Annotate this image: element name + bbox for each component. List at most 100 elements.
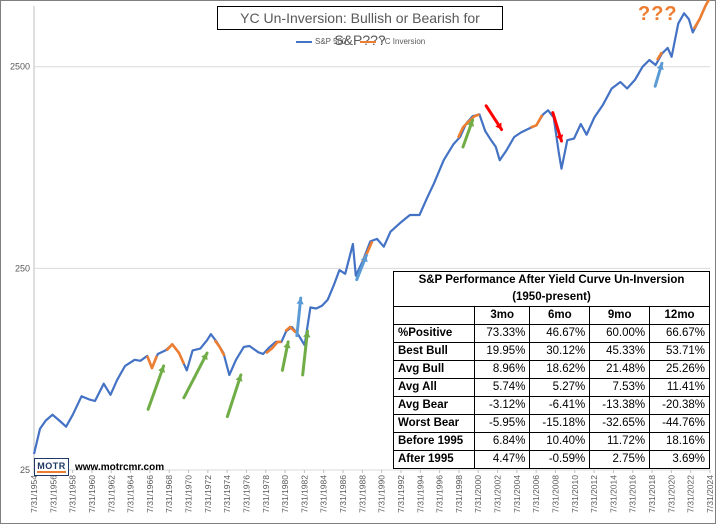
x-tick-label: 7/31/2002 bbox=[493, 475, 503, 513]
table-row: Best Bull 19.95% 30.12% 45.33% 53.71% bbox=[393, 342, 710, 361]
table-row: Avg Bull 8.96% 18.62% 21.48% 25.26% bbox=[393, 360, 710, 379]
table-cell: 45.33% bbox=[589, 342, 651, 361]
x-tick-label: 7/31/1980 bbox=[280, 475, 290, 513]
yc-inversion-segment bbox=[165, 342, 186, 365]
table-cell: 7.53% bbox=[589, 378, 651, 397]
x-tick-label: 7/31/1998 bbox=[454, 475, 464, 513]
row-label: Before 1995 bbox=[393, 432, 475, 451]
row-label: Avg All bbox=[393, 378, 475, 397]
x-tick-label: 7/31/1994 bbox=[415, 475, 425, 513]
x-tick-label: 7/31/1964 bbox=[126, 475, 136, 513]
table-cell: 11.72% bbox=[589, 432, 651, 451]
x-tick-label: 7/31/2000 bbox=[473, 475, 483, 513]
arrow-shaft bbox=[225, 373, 243, 419]
motr-logo-mark: MOTR bbox=[34, 458, 69, 476]
yc-inversion-segment bbox=[213, 339, 226, 357]
x-tick-label: 7/31/2012 bbox=[589, 475, 599, 513]
x-tick-label: 7/31/2010 bbox=[570, 475, 580, 513]
arrow-head bbox=[296, 298, 304, 305]
x-tick-label: 7/31/1970 bbox=[184, 475, 194, 513]
column-header bbox=[393, 306, 475, 325]
question-marks-annotation: ??? bbox=[638, 3, 678, 25]
blue-arrow bbox=[355, 253, 368, 282]
x-tick-label: 7/31/1982 bbox=[299, 475, 309, 513]
table-cell: -32.65% bbox=[589, 414, 651, 433]
y-tick-label: 250 bbox=[15, 263, 30, 273]
table-cell: 5.27% bbox=[529, 378, 591, 397]
table-cell: 2.75% bbox=[589, 450, 651, 469]
table-cell: 11.41% bbox=[649, 378, 710, 397]
x-axis-ticks: 7/31/1954 7/31/1956 7/31/1958 7/31/1960 7/31… bbox=[29, 470, 715, 513]
row-label: %Positive bbox=[393, 324, 475, 343]
green-arrow bbox=[461, 118, 475, 149]
x-tick-label: 7/31/2006 bbox=[531, 475, 541, 513]
yc-inversion-segment bbox=[145, 355, 159, 370]
x-tick-label: 7/31/1986 bbox=[338, 475, 348, 513]
y-tick-label: 2500 bbox=[10, 62, 30, 72]
arrow-head bbox=[467, 120, 475, 127]
x-tick-label: 7/31/1988 bbox=[357, 475, 367, 513]
y-tick-label: 25 bbox=[20, 465, 30, 475]
x-tick-label: 7/31/1978 bbox=[261, 475, 271, 513]
row-label: Avg Bull bbox=[393, 360, 475, 379]
table-cell: -15.18% bbox=[529, 414, 591, 433]
table-row: Avg All 5.74% 5.27% 7.53% 11.41% bbox=[393, 378, 710, 397]
arrow-shaft bbox=[182, 351, 209, 400]
legend-label-yc-inversion: YC Inversion bbox=[379, 37, 426, 46]
x-tick-label: 7/31/1962 bbox=[106, 475, 116, 513]
red-arrow bbox=[484, 104, 504, 132]
column-header: 3mo bbox=[473, 306, 531, 325]
table-caption-row: S&P Performance After Yield Curve Un-Inv… bbox=[393, 271, 710, 289]
row-label: Best Bull bbox=[393, 342, 475, 361]
column-header: 12mo bbox=[649, 306, 710, 325]
table-cell: 5.74% bbox=[473, 378, 531, 397]
x-tick-label: 7/31/1966 bbox=[145, 475, 155, 513]
x-tick-label: 7/31/1990 bbox=[377, 475, 387, 513]
arrow-head bbox=[360, 255, 368, 263]
green-arrow bbox=[280, 340, 291, 372]
table-row: Avg Bear -3.12% -6.41% -13.38% -20.38% bbox=[393, 396, 710, 415]
green-arrow bbox=[182, 351, 209, 400]
logo-accent-bar bbox=[37, 471, 66, 473]
red-arrow bbox=[551, 111, 564, 143]
arrow-head bbox=[235, 374, 243, 382]
table-cell: 21.48% bbox=[589, 360, 651, 379]
performance-table: S&P Performance After Yield Curve Un-Inv… bbox=[393, 271, 710, 469]
green-arrow bbox=[225, 373, 243, 419]
blue-arrow bbox=[295, 296, 304, 338]
legend-swatch-yc-inversion bbox=[360, 40, 377, 43]
x-tick-label: 7/31/1972 bbox=[203, 475, 213, 513]
x-tick-label: 7/31/1956 bbox=[48, 475, 58, 513]
x-tick-label: 7/31/2018 bbox=[647, 475, 657, 513]
table-cell: 18.62% bbox=[529, 360, 591, 379]
table-cell: -3.12% bbox=[473, 396, 531, 415]
x-tick-label: 7/31/2022 bbox=[686, 475, 696, 513]
table-cell: 30.12% bbox=[529, 342, 591, 361]
table-cell: -6.41% bbox=[529, 396, 591, 415]
table-cell: 19.95% bbox=[473, 342, 531, 361]
green-arrow bbox=[146, 364, 166, 411]
table-row: After 1995 4.47% -0.59% 2.75% 3.69% bbox=[393, 450, 710, 469]
table-cell: -5.95% bbox=[473, 414, 531, 433]
table-row: %Positive 73.33% 46.67% 60.00% 66.67% bbox=[393, 324, 710, 343]
arrow-head bbox=[656, 63, 664, 71]
table-cell: 66.67% bbox=[649, 324, 710, 343]
legend-item-yc-inversion: YC Inversion bbox=[360, 37, 425, 46]
table-row: Worst Bear -5.95% -15.18% -32.65% -44.76… bbox=[393, 414, 710, 433]
arrow-shaft bbox=[146, 364, 166, 411]
arrow-head bbox=[158, 365, 166, 373]
arrow-shaft bbox=[301, 329, 309, 377]
column-header: 6mo bbox=[529, 306, 591, 325]
x-tick-label: 7/31/1968 bbox=[164, 475, 174, 513]
table-cell: 73.33% bbox=[473, 324, 531, 343]
table-cell: 25.26% bbox=[649, 360, 710, 379]
annotation-arrows bbox=[146, 61, 664, 419]
legend-swatch-sp500 bbox=[296, 40, 312, 43]
legend-label-sp500: S&P 500 bbox=[315, 37, 347, 46]
x-tick-label: 7/31/2008 bbox=[550, 475, 560, 513]
x-tick-label: 7/31/2014 bbox=[608, 475, 618, 513]
column-header: 9mo bbox=[589, 306, 651, 325]
table-header-row: 3mo 6mo 9mo 12mo bbox=[393, 306, 710, 325]
row-label: Worst Bear bbox=[393, 414, 475, 433]
table-caption: S&P Performance After Yield Curve Un-Inv… bbox=[393, 271, 710, 289]
